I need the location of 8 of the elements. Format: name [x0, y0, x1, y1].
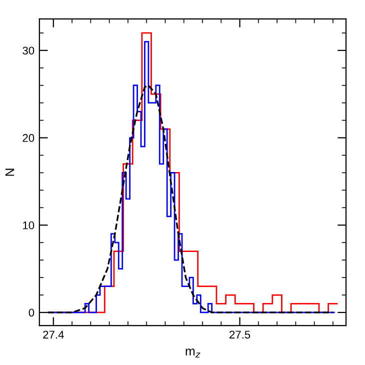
y-tick-label: 20: [22, 134, 34, 142]
y-axis-title: N: [5, 168, 14, 176]
x-tick-label: 27.4: [43, 330, 64, 338]
y-tick-label: 30: [22, 46, 34, 55]
y-tick-label: 10: [23, 221, 34, 230]
x-axis-title: m$_{z}$: [186, 348, 200, 358]
x-tick-label: 27.5: [230, 330, 250, 339]
y-tick-label: 0: [28, 308, 34, 317]
